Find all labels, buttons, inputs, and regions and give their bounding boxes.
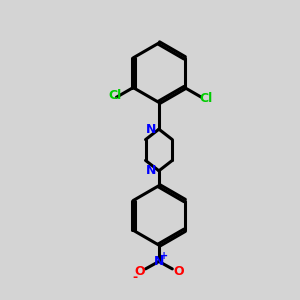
Text: Cl: Cl	[199, 92, 212, 105]
Text: Cl: Cl	[108, 89, 122, 102]
Text: O: O	[173, 266, 184, 278]
Text: N: N	[146, 123, 157, 136]
Text: O: O	[134, 266, 145, 278]
Text: N: N	[154, 255, 164, 268]
Text: +: +	[160, 251, 168, 261]
Text: N: N	[146, 164, 157, 177]
Text: -: -	[133, 271, 138, 284]
